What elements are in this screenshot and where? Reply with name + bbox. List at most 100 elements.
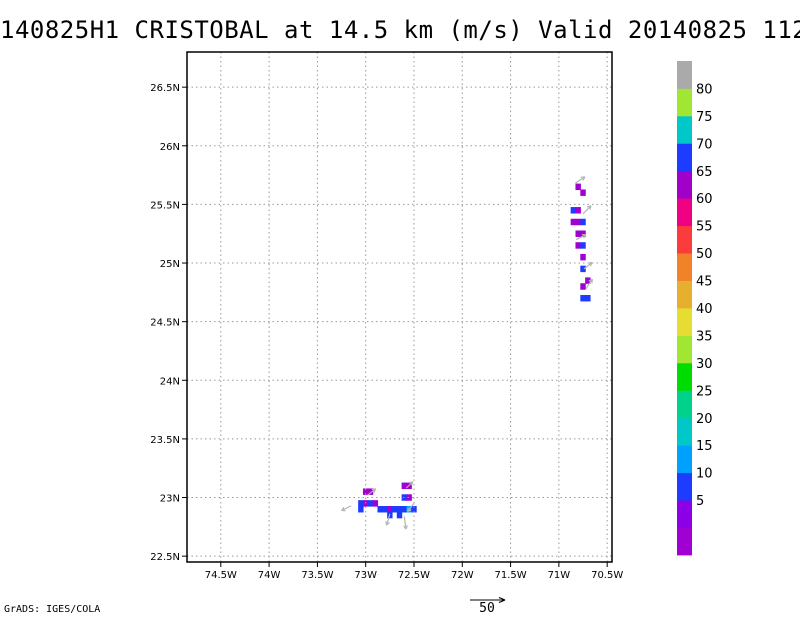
lat-tick-label: 26N [160,142,180,153]
colorbar-label: 80 [696,82,713,97]
colorbar-label: 45 [696,275,713,290]
wind-vector [367,488,377,496]
colorbar-label: 70 [696,137,713,152]
colorbar-label: 35 [696,329,713,344]
colorbar-swatch [677,198,692,227]
map-frame [186,51,613,563]
wind-cell [580,230,586,237]
wind-cell [358,506,364,513]
colorbar-label: 20 [696,412,713,427]
wind-vector [406,503,415,512]
colorbar-label: 60 [696,192,713,207]
colorbar-swatch [677,115,692,144]
lat-tick-label: 24N [160,376,180,387]
lat-tick-label: 22.5N [150,552,180,563]
colorbar-label: 75 [696,110,713,125]
colorbar-label: 25 [696,384,713,399]
lon-tick-label: 73W [354,570,377,581]
lat-tick-label: 26.5N [150,83,180,94]
wind-vector [575,234,587,241]
wind-vector [403,516,408,530]
lat-lon-grid [182,52,612,567]
colorbar-swatch [677,417,692,446]
lon-tick-label: 74W [258,570,281,581]
wind-cell [401,482,408,490]
lat-tick-label: 23.5N [150,435,180,446]
credit-text: GrADS: IGES/COLA [4,604,101,615]
wind-cell [580,189,586,196]
wind-cell [575,242,581,249]
wind-cell [396,506,403,513]
wind-cell [411,506,417,513]
wind-cell [391,506,398,513]
lon-tick-label: 71W [548,570,571,581]
wind-cell [396,511,403,519]
colorbar-label: 50 [696,247,713,262]
colorbar-label: 55 [696,220,713,235]
colorbar-swatch [677,225,692,254]
wind-vector [583,261,593,270]
axis-labels: 74.5W 74W 73.5W 73W 72.5W 72W 71.5W 71W 70.5W 22.… [150,83,623,581]
wind-cell [580,218,586,226]
lon-tick-label: 72W [451,570,474,581]
wind-cell [575,183,581,191]
wind-vector [405,481,414,489]
wind-cell [367,488,374,495]
lon-tick-label: 71.5W [495,570,527,581]
colorbar-swatch [677,445,692,474]
colorbar-label: 40 [696,302,713,317]
wind-cell [575,218,581,226]
reference-vector-label: 50 [479,601,495,616]
colorbar-swatch [677,61,692,89]
wind-cell [585,277,591,284]
map-title: 140825H1 CRISTOBAL at 14.5 km (m/s) Vali… [0,16,800,44]
wind-cell [580,283,586,290]
wind-cell [387,506,393,513]
colorbar-label: 30 [696,357,713,372]
wind-cell [580,265,586,273]
wind-vector [585,278,593,290]
wind-cell [406,494,412,501]
lon-tick-label: 72.5W [398,570,430,581]
wind-cell [372,500,379,507]
colorbar-label: 65 [696,165,713,180]
wind-vector [574,176,586,184]
wind-cell [362,488,369,495]
wind-cell [575,207,581,214]
wind-vector [341,505,352,512]
colorbar-swatch [677,88,692,117]
colorbar-swatch [677,362,692,391]
wind-cell [382,506,388,513]
colorbar-label: 15 [696,439,713,454]
wind-cell [580,294,586,302]
colorbar-swatch [677,280,692,309]
lat-tick-label: 25.5N [150,200,180,211]
wind-cell [377,506,383,513]
lon-tick-label: 70.5W [591,570,623,581]
wind-vector [385,513,391,526]
wind-cell [580,253,586,261]
wind-cell [575,230,581,237]
wind-cell [401,506,408,513]
wind-vectors [341,176,593,530]
colorbar-label: 10 [696,467,713,482]
colorbar-label: 5 [696,494,704,509]
lat-tick-label: 23N [160,494,180,505]
wind-vector [582,205,592,215]
wind-cell [367,500,374,507]
colorbar-swatch [677,143,692,172]
colorbar: 5 10 15 20 25 30 35 40 45 50 55 60 65 70 75 80 [677,61,713,556]
colorbar-swatch [677,308,692,336]
colorbar-swatch [677,335,692,364]
lat-tick-label: 25N [160,259,180,270]
wind-speed-cells [358,183,591,519]
colorbar-swatch [677,527,692,556]
wind-cell [358,500,364,507]
lat-tick-label: 24.5N [150,318,180,329]
colorbar-swatch [677,390,692,419]
colorbar-swatch [677,500,692,528]
wind-cell [570,218,577,226]
wind-cell [580,242,586,249]
colorbar-swatch [677,253,692,281]
